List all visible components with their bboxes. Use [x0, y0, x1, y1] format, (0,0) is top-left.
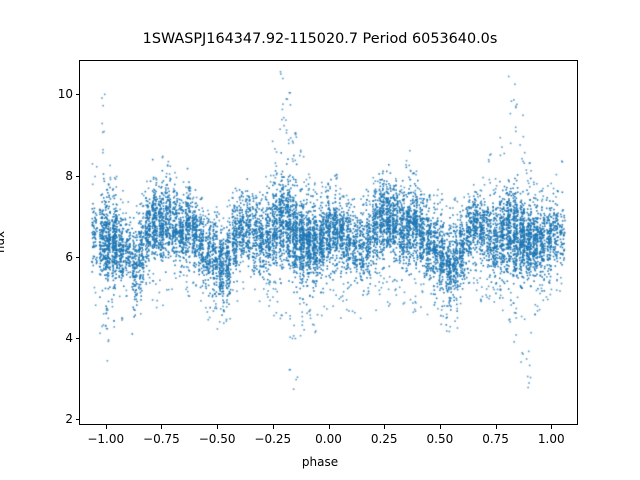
x-tick-mark — [105, 425, 107, 429]
x-tick-mark — [328, 425, 330, 429]
x-tick-label: −0.75 — [143, 432, 180, 446]
scatter-points-canvas — [80, 61, 577, 424]
x-tick-mark — [495, 425, 497, 429]
x-tick-label: 0.25 — [370, 432, 398, 446]
x-tick-mark — [439, 425, 441, 429]
x-axis-label: phase — [301, 455, 339, 469]
y-axis-label: flux — [0, 230, 7, 254]
chart-title: 1SWASPJ164347.92-115020.7 Period 6053640… — [142, 31, 498, 47]
x-tick-label: −0.25 — [254, 432, 292, 446]
x-tick-label: −0.50 — [198, 432, 236, 446]
y-tick-label: 6 — [65, 249, 73, 264]
x-tick-mark — [161, 425, 163, 429]
x-tick-label: 1.00 — [537, 432, 565, 446]
y-tick-label: 10 — [57, 87, 73, 102]
x-tick-label: 0.00 — [315, 432, 342, 446]
x-tick-mark — [217, 425, 219, 429]
x-tick-label: 0.75 — [482, 432, 509, 446]
x-tick-label: −1.00 — [87, 432, 125, 446]
x-tick-mark — [551, 425, 553, 429]
y-tick-label: 4 — [65, 330, 73, 345]
x-tick-label: 0.50 — [426, 432, 454, 446]
x-tick-mark — [272, 425, 274, 429]
y-tick-label: 2 — [65, 411, 73, 426]
x-tick-mark — [384, 425, 386, 429]
plot-axes-area — [79, 60, 578, 425]
y-tick-label: 8 — [65, 168, 73, 183]
